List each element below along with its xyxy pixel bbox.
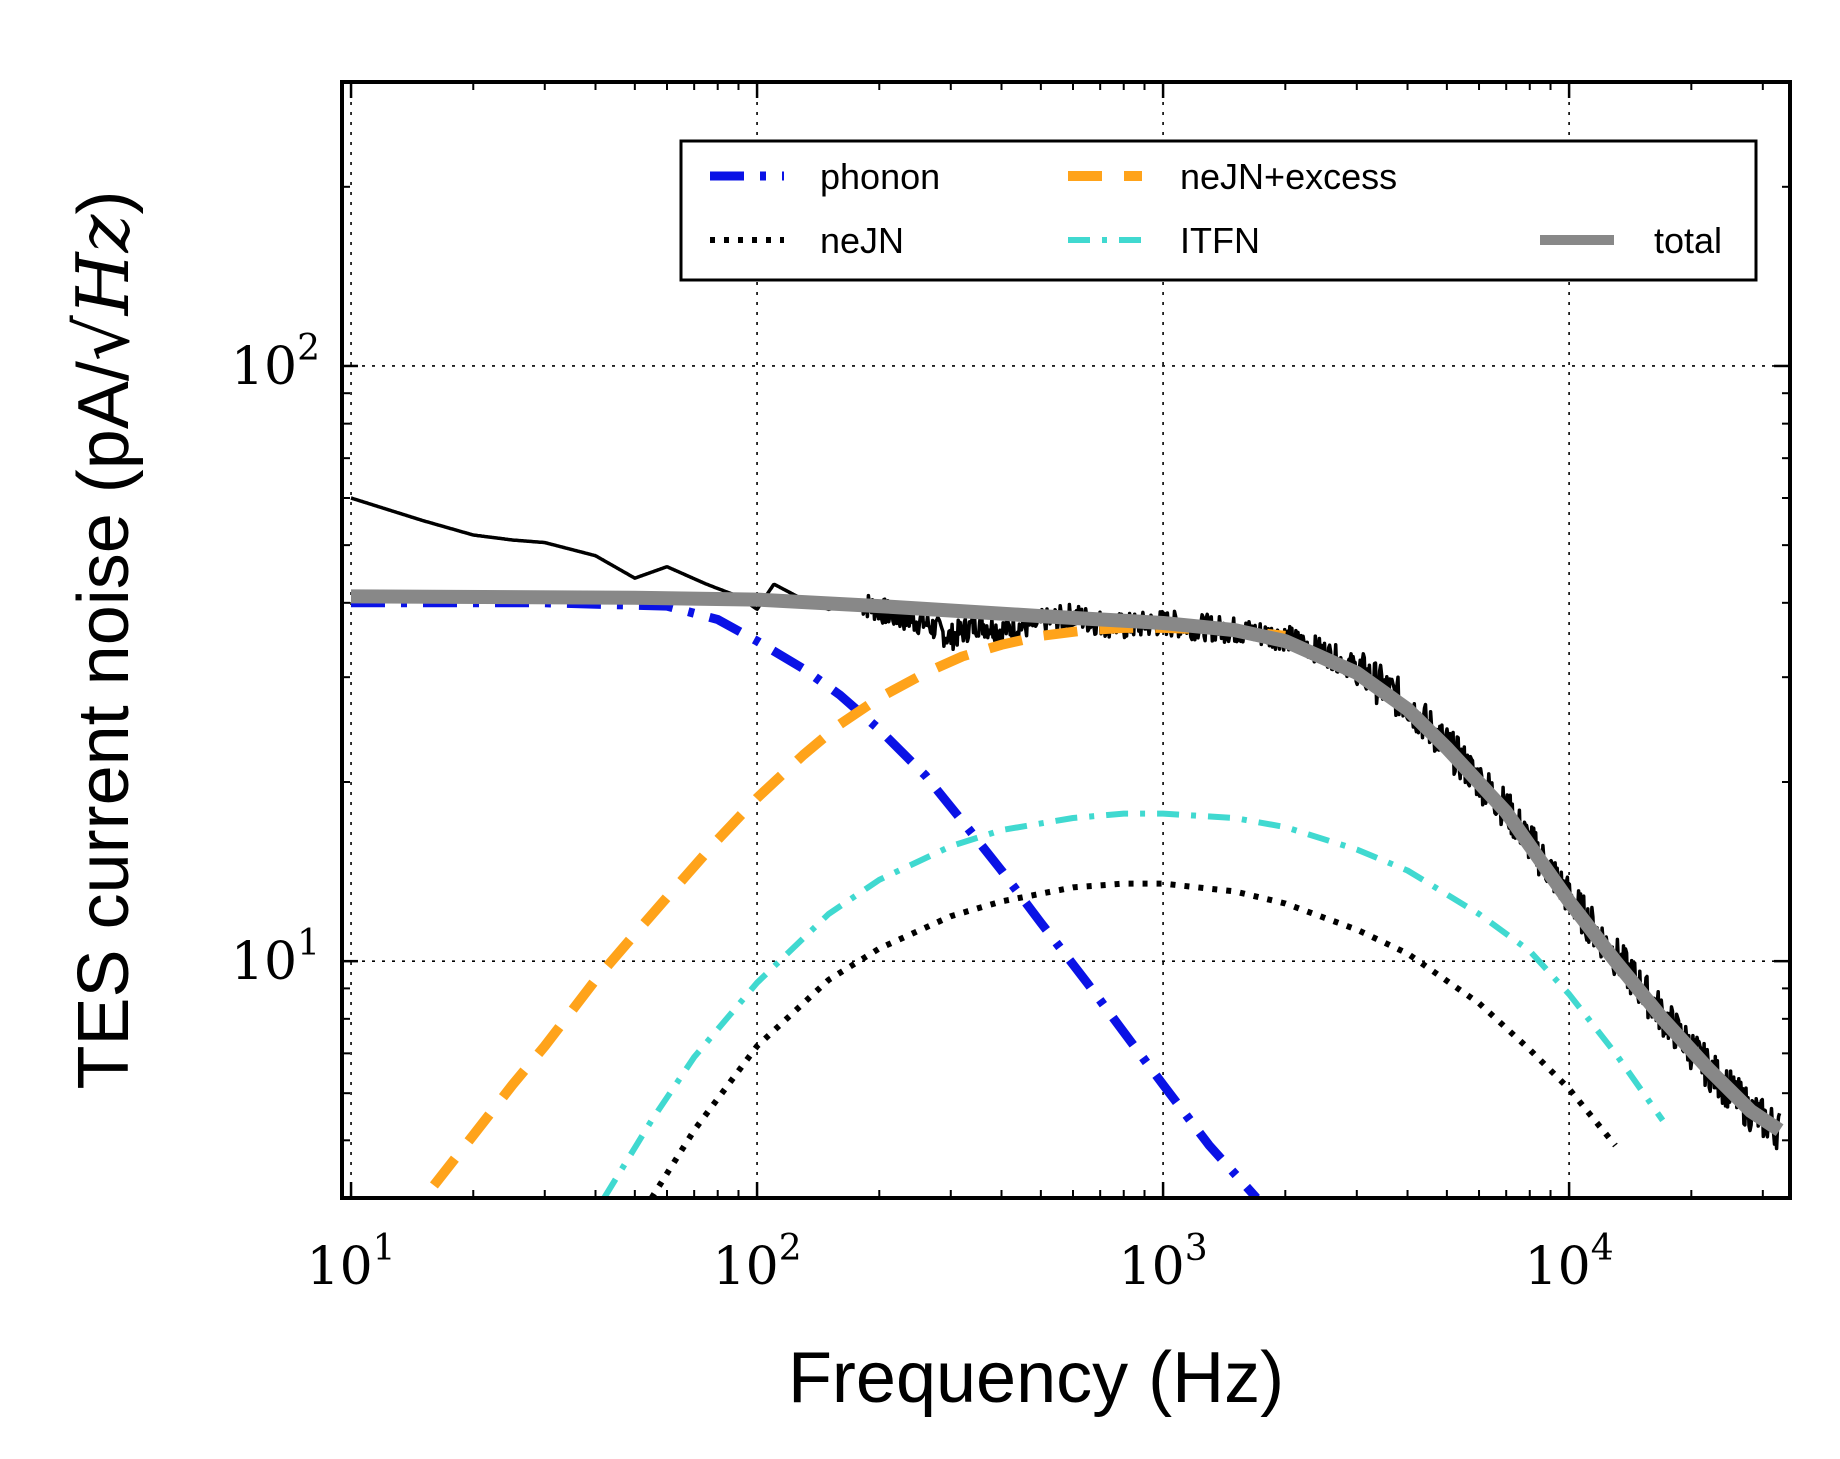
- y-axis-title-text: TES current noise (pA/√Hz): [61, 191, 145, 1090]
- series-lines: [350, 496, 1784, 1198]
- tick-labels: 101 102 103 104 101 102: [231, 328, 1614, 1297]
- legend-label-phonon: phonon: [820, 156, 940, 197]
- x-tick-label: 103: [1119, 1228, 1208, 1297]
- series-line-nejn-excess: [429, 622, 1286, 1189]
- series-line-nejn: [649, 880, 1618, 1198]
- plot-frame: [340, 80, 1792, 1200]
- legend-label-nejn: neJN: [820, 220, 904, 261]
- y-tick-label: 101: [231, 923, 320, 992]
- legend: phonon neJN+excess neJN ITFN total: [679, 139, 1758, 282]
- y-axis-title-unit: Hz: [61, 213, 145, 317]
- series-line-phonon: [351, 598, 1260, 1198]
- series-line-itfn: [601, 810, 1666, 1198]
- legend-label-total: total: [1654, 220, 1722, 261]
- sqrt-sign: √: [61, 315, 145, 361]
- y-axis-title: TES current noise (pA/√Hz): [61, 191, 145, 1090]
- series-line-total: [350, 589, 1784, 1137]
- x-tick-label: 101: [307, 1228, 396, 1297]
- legend-label-nejn-excess: neJN+excess: [1180, 156, 1397, 197]
- legend-entries: phonon neJN+excess neJN ITFN total: [710, 156, 1722, 261]
- y-axis-title-suffix: ): [64, 191, 144, 215]
- grid-lines: [342, 82, 1790, 1198]
- y-axis-title-prefix: TES current noise (pA/: [64, 361, 144, 1089]
- legend-label-itfn: ITFN: [1180, 220, 1260, 261]
- x-tick-label: 104: [1525, 1228, 1614, 1297]
- x-axis-title: Frequency (Hz): [788, 1338, 1284, 1418]
- legend-box: [679, 139, 1758, 282]
- y-tick-label: 102: [231, 328, 320, 397]
- x-tick-label: 102: [713, 1228, 802, 1297]
